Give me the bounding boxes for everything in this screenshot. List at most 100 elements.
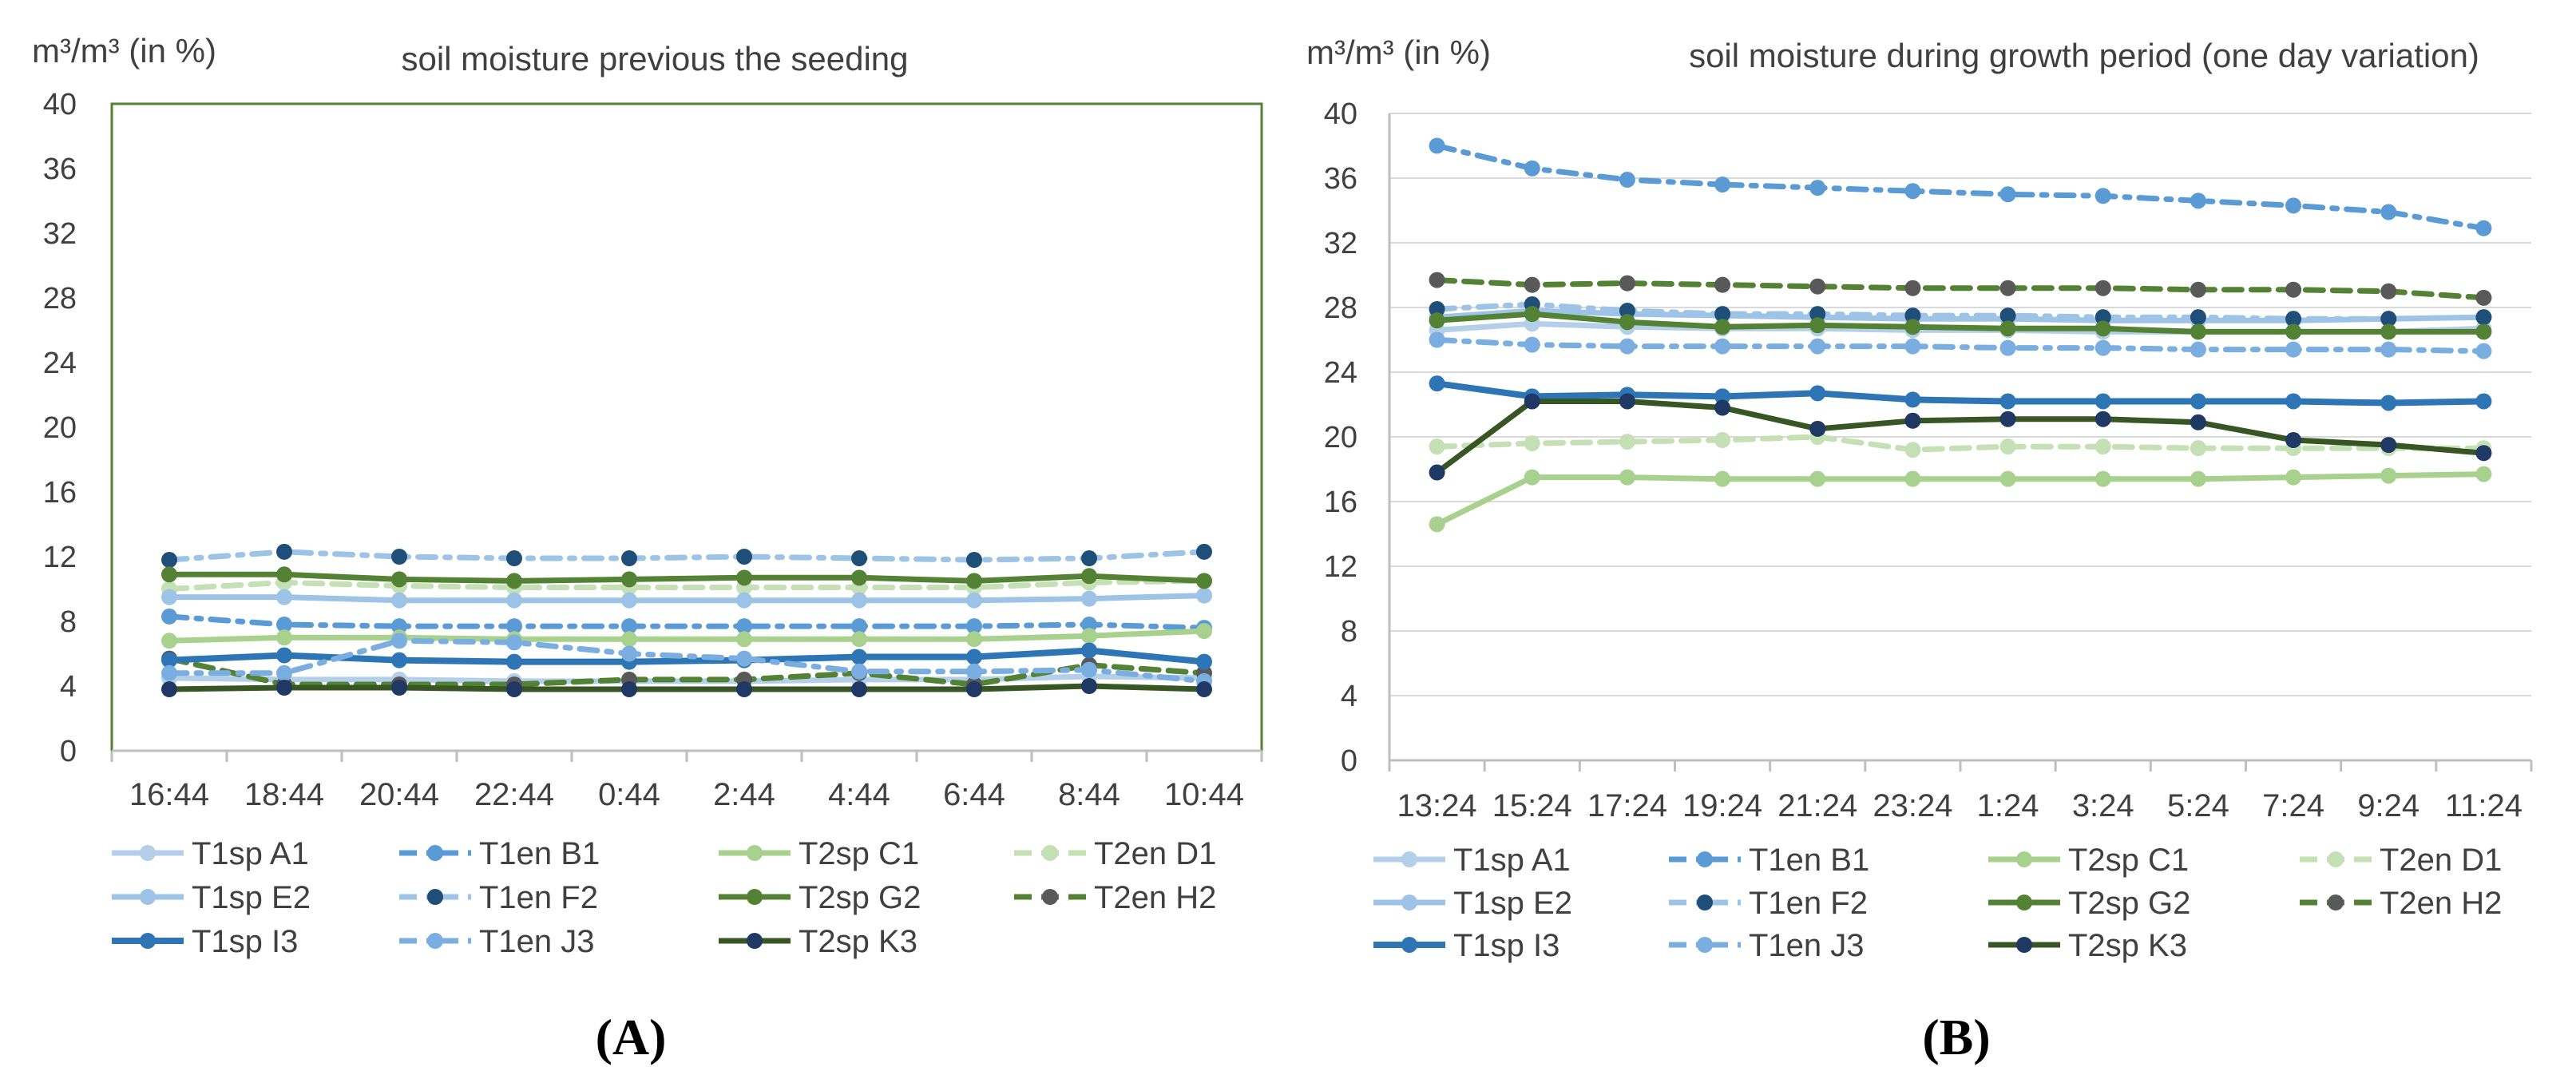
legend-marker	[747, 933, 763, 949]
data-point	[161, 664, 177, 681]
data-point	[851, 569, 867, 586]
data-point	[2475, 220, 2492, 236]
data-point	[621, 550, 637, 567]
data-point	[621, 571, 637, 588]
x-tick-label: 15:24	[1492, 788, 1572, 823]
data-point	[966, 618, 982, 635]
legend-label: T2sp G2	[2068, 886, 2190, 921]
y-tick-label: 32	[43, 217, 77, 251]
x-tick-label: 8:44	[1058, 777, 1120, 812]
data-point	[1809, 306, 1826, 323]
data-point	[2285, 393, 2302, 410]
data-point	[1429, 331, 1445, 348]
data-point	[1714, 306, 1731, 323]
series-line-t1en-f2	[1434, 301, 2487, 322]
legend-label: T1en F2	[1749, 886, 1868, 921]
data-point	[1809, 317, 1826, 334]
data-point	[1904, 280, 1921, 296]
data-point	[2285, 281, 2302, 298]
data-point	[966, 631, 982, 648]
chart-title: soil moisture previous the seeding	[401, 40, 908, 77]
data-point	[391, 571, 407, 588]
data-point	[2475, 445, 2492, 462]
data-point	[2094, 280, 2111, 296]
legend-label: T1en F2	[479, 880, 598, 915]
data-point	[736, 618, 752, 635]
legend-label: T1sp A1	[1453, 843, 1571, 878]
x-tick-label: 19:24	[1682, 788, 1762, 823]
data-point	[2094, 411, 2111, 427]
x-tick-label: 9:24	[2357, 788, 2419, 823]
legend-label: T1en B1	[1749, 843, 1869, 878]
legend-marker	[2328, 851, 2344, 867]
data-point	[2094, 393, 2111, 410]
data-point	[1714, 319, 1731, 335]
data-point	[2380, 395, 2397, 411]
data-point	[1619, 469, 1635, 486]
x-tick-label: 21:24	[1777, 788, 1857, 823]
data-point	[2475, 466, 2492, 482]
data-point	[161, 589, 177, 605]
data-point	[966, 663, 982, 680]
legend-marker	[140, 933, 156, 949]
data-point	[736, 549, 752, 565]
data-point	[1999, 320, 2016, 337]
series-line-t2sp-c1	[166, 628, 1207, 644]
data-point	[506, 634, 522, 651]
legend-marker	[1042, 889, 1058, 905]
series-line-t1en-j3	[1434, 337, 2487, 355]
y-tick-label: 32	[1324, 227, 1357, 260]
y-tick-label: 4	[60, 670, 77, 704]
data-point	[391, 592, 407, 609]
data-point	[1809, 338, 1826, 355]
data-point	[1081, 617, 1097, 633]
data-point	[391, 618, 407, 635]
data-point	[2380, 341, 2397, 358]
data-point	[1429, 272, 1445, 288]
data-point	[851, 631, 867, 648]
data-point	[1714, 276, 1731, 293]
x-tick-label: 3:24	[2072, 788, 2134, 823]
data-point	[1524, 160, 1540, 177]
data-point	[2190, 393, 2206, 410]
data-point	[2380, 467, 2397, 484]
data-point	[2190, 192, 2206, 209]
x-tick-label: 18:44	[244, 777, 324, 812]
legend-label: T1sp E2	[192, 880, 311, 915]
legend-marker	[427, 845, 443, 861]
data-point	[1196, 573, 1212, 589]
y-tick-label: 24	[43, 347, 77, 380]
data-point	[2475, 323, 2492, 340]
data-point	[1619, 303, 1635, 319]
data-point	[1904, 183, 1921, 200]
y-tick-label: 20	[43, 411, 77, 445]
legend-label: T1en J3	[479, 924, 595, 959]
x-tick-label: 7:24	[2262, 788, 2324, 823]
data-point	[1196, 681, 1212, 698]
data-point	[2380, 323, 2397, 340]
legend-label: T1sp I3	[1453, 928, 1559, 963]
data-point	[1081, 590, 1097, 607]
data-point	[2475, 289, 2492, 306]
x-tick-label: 11:24	[2445, 788, 2522, 823]
legend-marker	[427, 889, 443, 905]
series-line-t2en-h2	[166, 656, 1207, 688]
data-point	[1524, 276, 1540, 293]
data-point	[1524, 435, 1540, 452]
legend-marker	[140, 889, 156, 905]
data-point	[1619, 434, 1635, 450]
y-tick-label: 36	[1324, 162, 1357, 196]
data-point	[1524, 393, 1540, 410]
data-point	[966, 592, 982, 609]
data-point	[2190, 281, 2206, 298]
data-point	[1429, 301, 1445, 318]
x-tick-label: 20:44	[359, 777, 439, 812]
y-tick-label: 8	[1341, 615, 1357, 649]
y-tick-label: 24	[1324, 356, 1357, 390]
data-point	[506, 592, 522, 609]
data-point	[851, 618, 867, 635]
data-point	[851, 550, 867, 567]
y-tick-label: 12	[43, 541, 77, 574]
data-point	[1429, 438, 1445, 455]
legend-label: T2sp C1	[2068, 843, 2189, 878]
